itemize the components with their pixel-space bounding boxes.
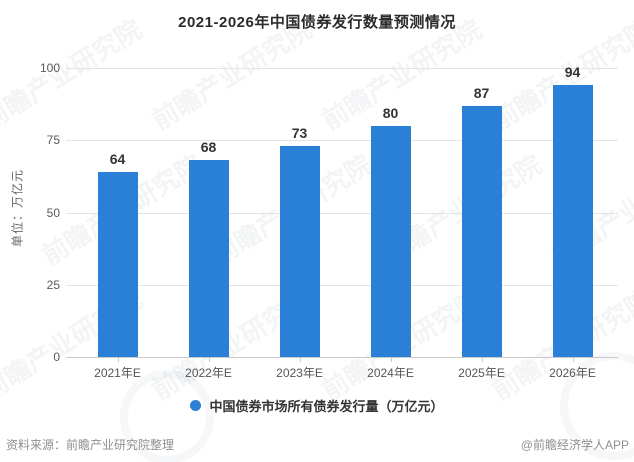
category-slot: 73 2023年E — [254, 68, 345, 380]
gridline — [66, 68, 618, 69]
gridline — [66, 140, 618, 142]
x-axis-tick — [481, 357, 483, 362]
bar — [552, 85, 593, 357]
y-tick-label: 100 — [39, 61, 60, 75]
bar-value-label: 73 — [291, 125, 308, 142]
category-slot: 87 2025年E — [436, 68, 527, 380]
category-slot: 94 2026年E — [527, 64, 618, 380]
x-axis-label: 2021年E — [94, 366, 141, 380]
bar-value-label: 94 — [564, 64, 581, 81]
x-axis-tick — [390, 357, 392, 362]
bar-value-label: 68 — [200, 139, 217, 156]
y-tick-label: 25 — [46, 277, 60, 292]
gridline — [66, 212, 618, 214]
x-axis-tick — [299, 357, 301, 362]
x-axis-label: 2025年E — [458, 366, 505, 380]
source-text: 资料来源：前瞻产业研究院整理 — [6, 438, 175, 452]
chart-title: 2021-2026年中国债券发行数量预测情况 — [178, 14, 456, 31]
legend-label: 中国债券市场所有债券发行量（万亿元） — [209, 399, 444, 414]
y-tick-label: 75 — [46, 133, 60, 148]
bar — [461, 105, 502, 357]
plot-area: 0 25 50 75 100 64 2021年E 68 2022年E 73 2023年E 80 2024… — [40, 61, 618, 380]
credit-text: @前瞻经济学人APP — [520, 438, 629, 452]
y-tick-label: 50 — [46, 205, 60, 220]
bar-value-label: 87 — [473, 84, 490, 101]
category-slot: 80 2024年E — [345, 68, 436, 380]
bar — [97, 172, 138, 357]
y-tick-label: 0 — [53, 350, 60, 364]
bar — [188, 160, 229, 357]
x-axis-label: 2024年E — [367, 366, 414, 380]
bar — [370, 125, 411, 357]
category-slot: 68 2022年E — [163, 68, 254, 380]
gridline — [66, 284, 618, 286]
x-axis-tick — [208, 357, 210, 362]
category-slot: 64 2021年E — [72, 68, 163, 380]
bar-series: 64 2021年E 68 2022年E 73 2023年E 80 2024年E 87 2025年E… — [72, 64, 618, 380]
bar — [279, 146, 320, 357]
x-axis-line — [66, 357, 618, 358]
bar-value-label: 80 — [382, 104, 399, 121]
x-axis-tick — [117, 357, 119, 362]
x-axis-label: 2023年E — [276, 366, 323, 380]
bar-value-label: 64 — [109, 151, 126, 168]
legend-circle-icon — [190, 400, 202, 411]
x-axis-label: 2026年E — [549, 366, 596, 380]
x-axis-tick — [572, 357, 574, 362]
legend: 中国债券市场所有债券发行量（万亿元） — [0, 396, 634, 415]
x-axis-label: 2022年E — [185, 366, 232, 380]
footer: 资料来源：前瞻产业研究院整理 @前瞻经济学人APP — [6, 436, 629, 453]
